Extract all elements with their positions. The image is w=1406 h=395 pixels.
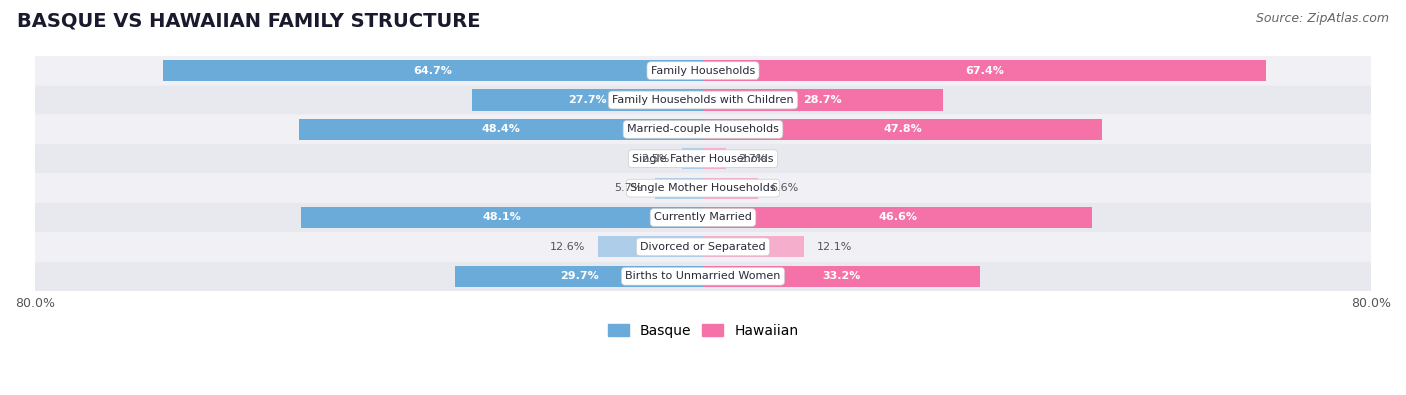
Bar [682, 148, 703, 169]
Text: 46.6%: 46.6% [879, 213, 917, 222]
Text: 5.7%: 5.7% [614, 183, 643, 193]
Text: 33.2%: 33.2% [823, 271, 860, 281]
Text: 47.8%: 47.8% [883, 124, 922, 134]
Bar [471, 89, 703, 111]
Text: 28.7%: 28.7% [803, 95, 842, 105]
Text: 48.4%: 48.4% [481, 124, 520, 134]
Text: Single Mother Households: Single Mother Households [630, 183, 776, 193]
Text: Births to Unmarried Women: Births to Unmarried Women [626, 271, 780, 281]
Text: Family Households: Family Households [651, 66, 755, 76]
Bar [163, 60, 703, 81]
Text: 2.7%: 2.7% [738, 154, 766, 164]
Text: BASQUE VS HAWAIIAN FAMILY STRUCTURE: BASQUE VS HAWAIIAN FAMILY STRUCTURE [17, 12, 481, 31]
Text: 48.1%: 48.1% [482, 213, 522, 222]
Bar [703, 177, 758, 199]
Bar [703, 266, 980, 287]
Text: 2.5%: 2.5% [641, 154, 669, 164]
Text: 67.4%: 67.4% [965, 66, 1004, 76]
Bar [703, 148, 725, 169]
Text: 6.6%: 6.6% [770, 183, 799, 193]
Bar [703, 89, 942, 111]
FancyBboxPatch shape [35, 85, 1371, 115]
Bar [703, 207, 1092, 228]
Text: Divorced or Separated: Divorced or Separated [640, 242, 766, 252]
Text: 29.7%: 29.7% [560, 271, 599, 281]
Text: 27.7%: 27.7% [568, 95, 606, 105]
FancyBboxPatch shape [35, 232, 1371, 261]
Text: Single Father Households: Single Father Households [633, 154, 773, 164]
Bar [703, 119, 1102, 140]
FancyBboxPatch shape [35, 115, 1371, 144]
Text: 12.1%: 12.1% [817, 242, 852, 252]
Text: 12.6%: 12.6% [550, 242, 585, 252]
FancyBboxPatch shape [35, 144, 1371, 173]
Legend: Basque, Hawaiian: Basque, Hawaiian [607, 324, 799, 338]
Bar [598, 236, 703, 258]
Bar [456, 266, 703, 287]
FancyBboxPatch shape [35, 203, 1371, 232]
Text: Married-couple Households: Married-couple Households [627, 124, 779, 134]
FancyBboxPatch shape [35, 173, 1371, 203]
Bar [301, 207, 703, 228]
Text: Family Households with Children: Family Households with Children [612, 95, 794, 105]
Text: Source: ZipAtlas.com: Source: ZipAtlas.com [1256, 12, 1389, 25]
Bar [703, 60, 1265, 81]
Text: Currently Married: Currently Married [654, 213, 752, 222]
Bar [655, 177, 703, 199]
Text: 64.7%: 64.7% [413, 66, 453, 76]
Bar [703, 236, 804, 258]
FancyBboxPatch shape [35, 56, 1371, 85]
FancyBboxPatch shape [35, 261, 1371, 291]
Bar [299, 119, 703, 140]
